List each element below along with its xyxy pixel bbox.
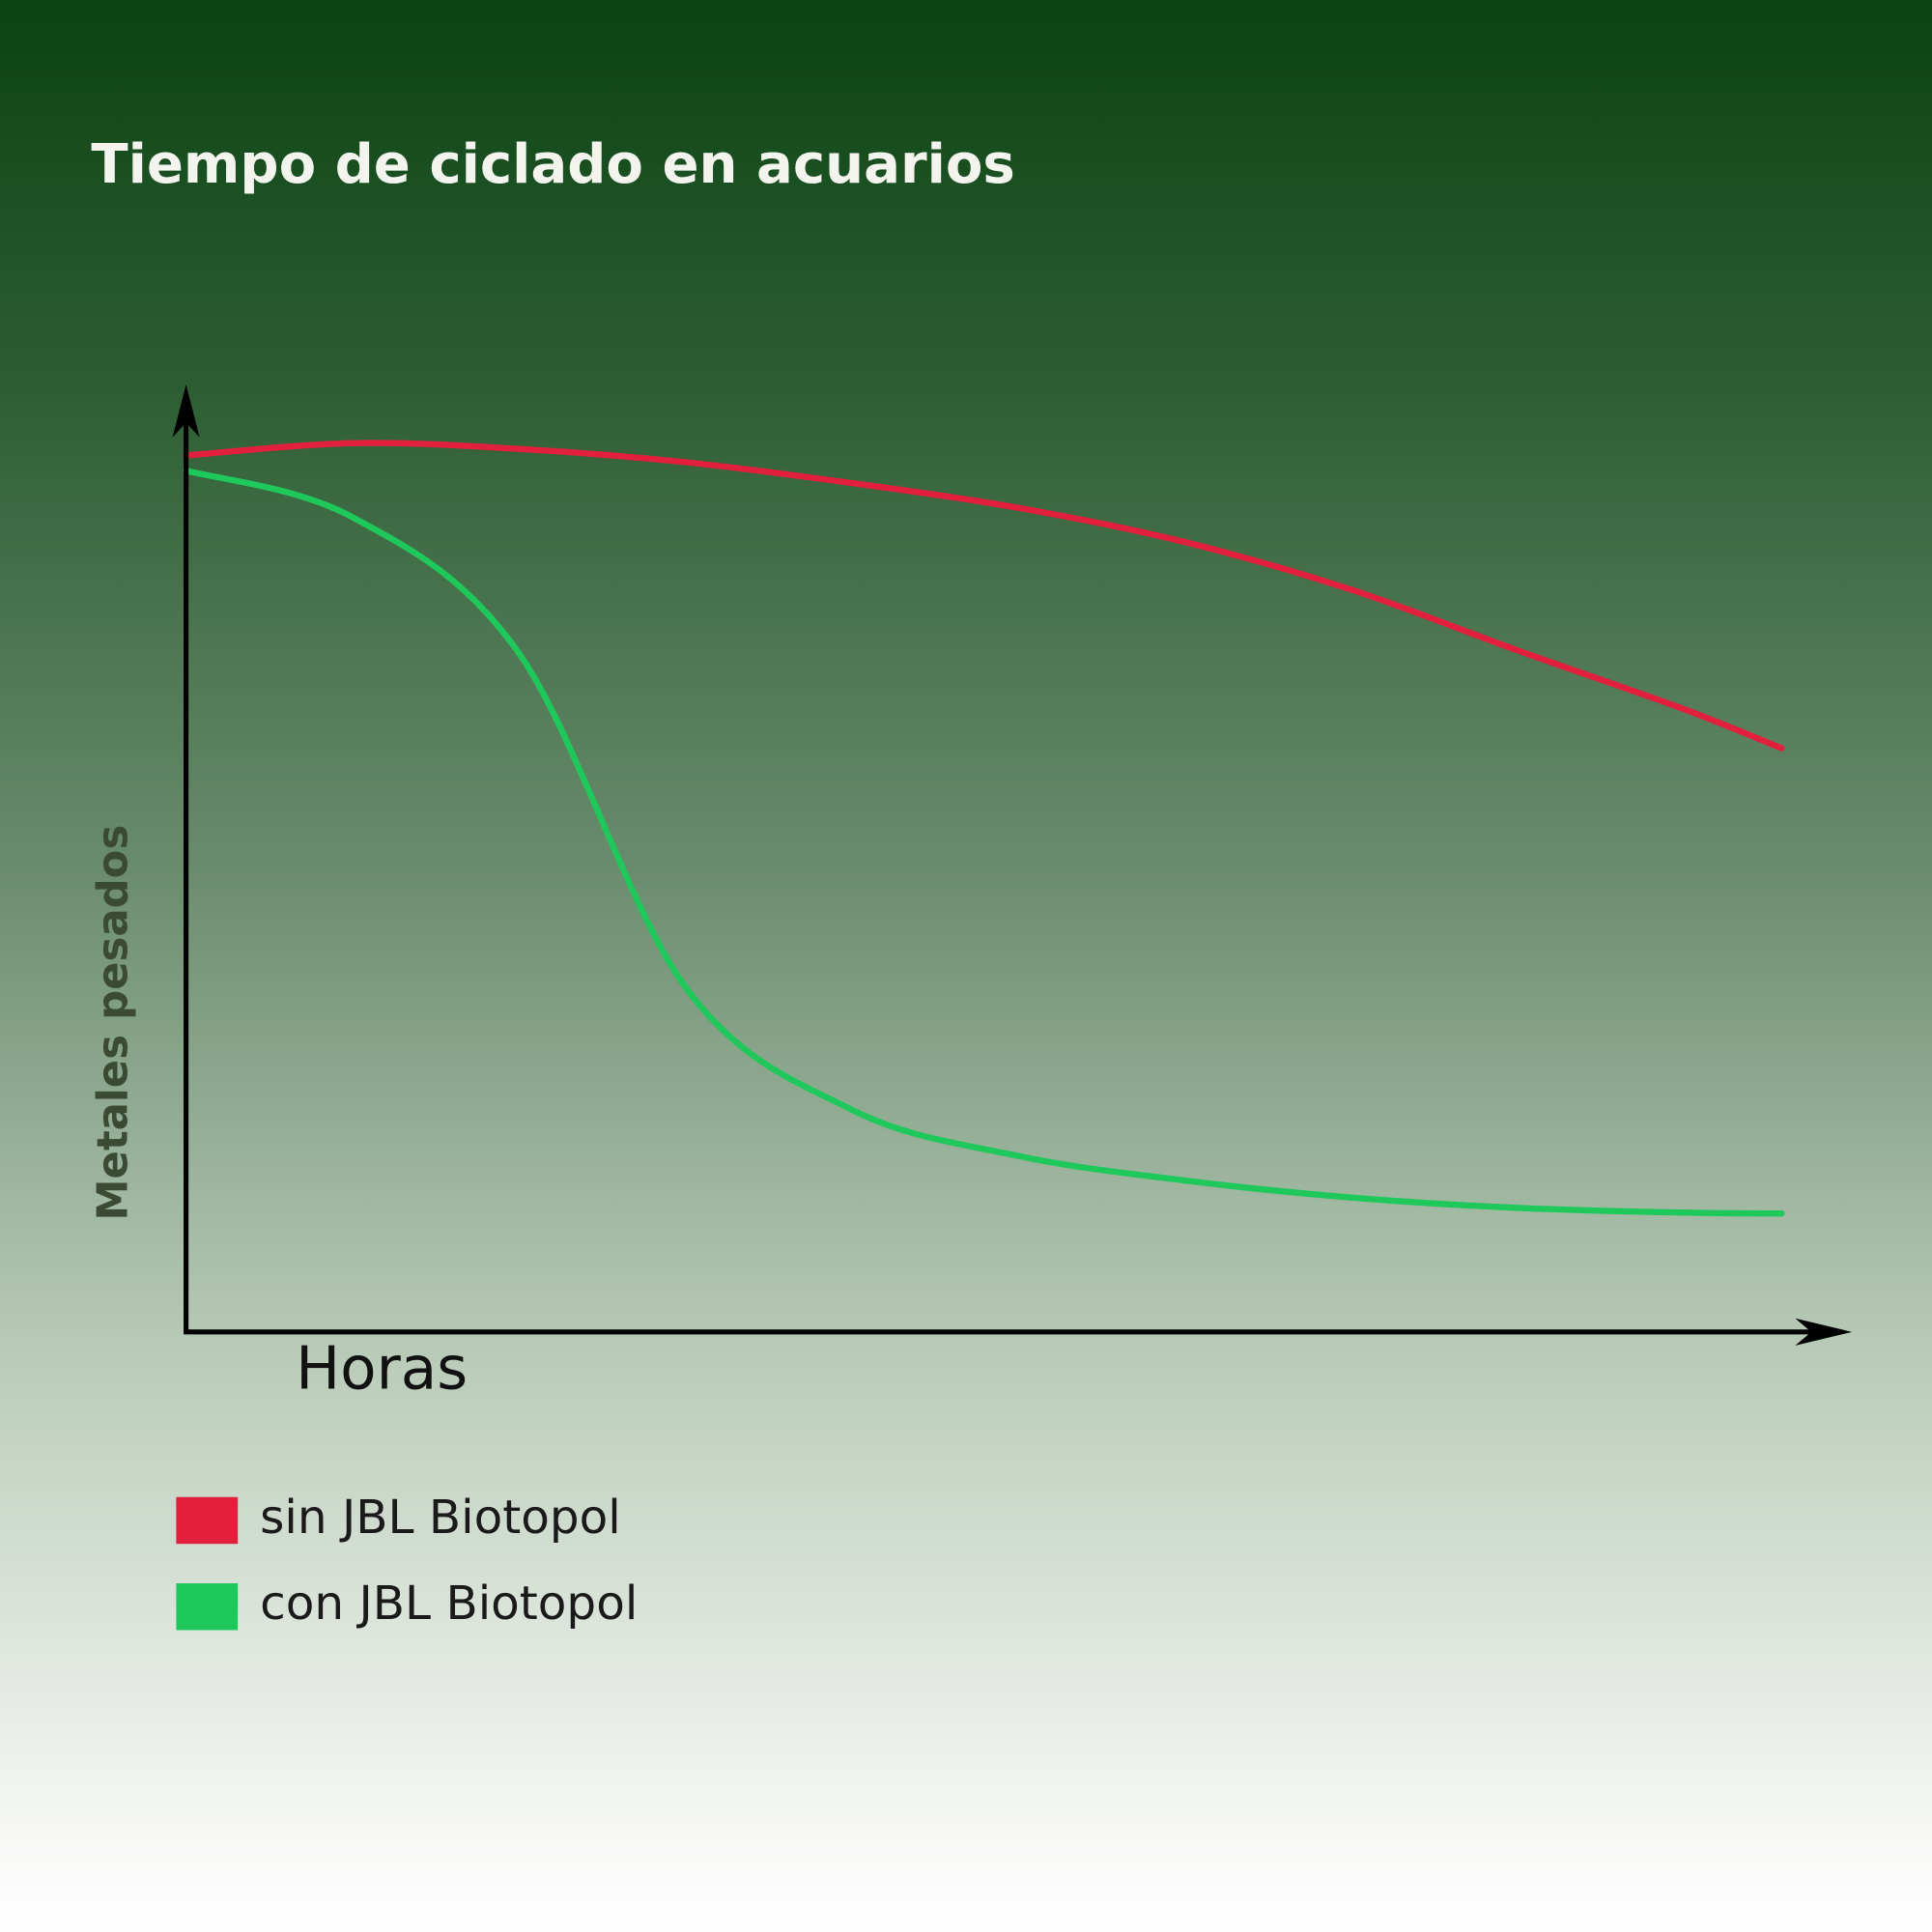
x-axis-label: Horas [296,1334,468,1403]
chart-title: Tiempo de ciclado en acuarios [91,133,1014,196]
legend-swatch [176,1496,239,1545]
data-line [183,440,1785,752]
legend-swatch [176,1583,239,1631]
legend-label: con JBL Biotopol [260,1577,638,1631]
axes [172,384,1853,1346]
x-axis-arrow [1795,1318,1853,1346]
y-axis-label: Metales pesados [89,825,137,1221]
data-line [183,468,1785,1217]
plot-area [183,440,1785,1217]
y-axis-arrow [172,384,200,438]
legend-label: sin JBL Biotopol [260,1491,621,1545]
legend: sin JBL Biotopol con JBL Biotopol [176,1491,638,1631]
